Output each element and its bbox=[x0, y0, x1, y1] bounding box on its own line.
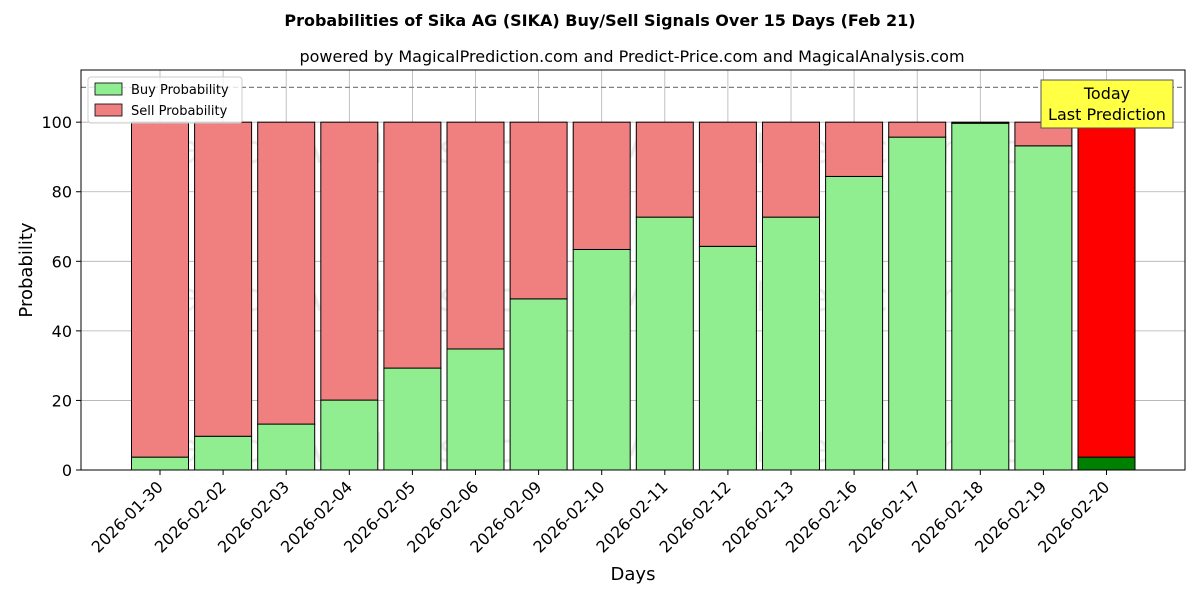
bar-sell bbox=[888, 121, 947, 138]
plot-frame bbox=[80, 69, 1186, 471]
bar-buy bbox=[131, 456, 189, 471]
bar-sell bbox=[698, 121, 757, 247]
bar-sell bbox=[825, 121, 884, 177]
bar-sell bbox=[257, 121, 316, 425]
legend: Buy Probability Sell Probability bbox=[87, 76, 243, 124]
today-annotation-line-1: Today bbox=[1083, 84, 1130, 103]
chart-subtitle: powered by MagicalPrediction.com and Pre… bbox=[299, 47, 964, 66]
bar-buy bbox=[572, 248, 631, 471]
bar-buy bbox=[635, 216, 694, 471]
x-axis-ticks: 2026-01-302026-02-022026-02-032026-02-04… bbox=[88, 470, 1113, 557]
y-tick-label: 20 bbox=[52, 391, 72, 410]
y-axis-label: Probability bbox=[16, 222, 37, 317]
bar-sell bbox=[951, 121, 1010, 124]
bar-sell bbox=[194, 121, 253, 437]
bar-buy bbox=[762, 216, 820, 471]
bar-buy bbox=[951, 122, 1010, 471]
y-tick-label: 100 bbox=[41, 113, 72, 132]
bar-buy bbox=[698, 245, 757, 471]
bar-buy bbox=[888, 136, 947, 471]
bar-buy bbox=[1014, 145, 1073, 471]
bar-sell bbox=[509, 121, 568, 300]
bar-buy bbox=[509, 298, 568, 471]
y-axis-ticks: 0 20 40 60 80 100 bbox=[41, 113, 81, 480]
bar-sell bbox=[762, 121, 820, 218]
bar-sell bbox=[572, 121, 631, 250]
today-annotation-box bbox=[1040, 79, 1174, 129]
legend-box bbox=[87, 76, 243, 124]
bar-sell bbox=[131, 121, 189, 458]
y-tick-label: 40 bbox=[52, 322, 72, 341]
x-axis-label: Days bbox=[611, 564, 656, 585]
bar-buy bbox=[257, 423, 316, 471]
chart-title: Probabilities of Sika AG (SIKA) Buy/Sell… bbox=[284, 11, 915, 30]
bar-buy bbox=[383, 367, 442, 471]
bar-buy bbox=[1077, 456, 1136, 471]
bar-buy bbox=[194, 435, 253, 471]
y-tick-label: 0 bbox=[62, 461, 72, 480]
bar-buy bbox=[446, 348, 505, 471]
legend-label-sell: Sell Probability bbox=[131, 104, 228, 119]
bar-sell bbox=[1077, 121, 1136, 458]
bars bbox=[131, 121, 1136, 471]
y-tick-label: 60 bbox=[52, 252, 72, 271]
bar-buy bbox=[825, 175, 884, 471]
today-annotation-line-2: Last Prediction bbox=[1048, 105, 1166, 124]
legend-label-buy: Buy Probability bbox=[131, 83, 229, 98]
today-annotation: Today Last Prediction bbox=[1040, 79, 1174, 129]
legend-swatch-sell bbox=[94, 103, 123, 117]
bar-sell bbox=[383, 121, 442, 369]
bar-buy bbox=[320, 399, 379, 471]
legend-swatch-buy bbox=[94, 82, 123, 96]
bar-sell bbox=[446, 121, 505, 350]
bar-sell bbox=[635, 121, 694, 218]
y-tick-label: 80 bbox=[52, 183, 72, 202]
bar-sell bbox=[320, 121, 379, 401]
